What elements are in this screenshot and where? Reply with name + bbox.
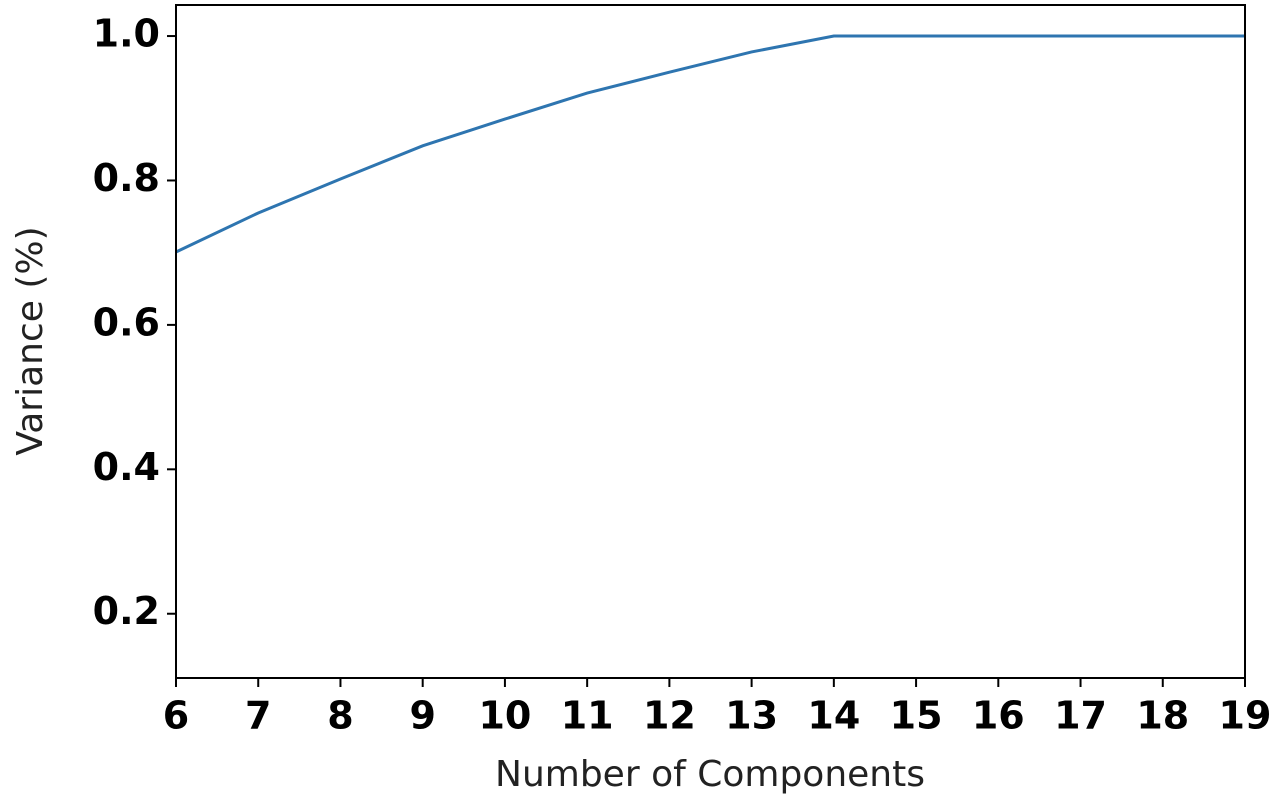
y-tick-label: 0.2 — [93, 589, 160, 633]
x-tick-label: 10 — [478, 694, 531, 738]
x-tick-label: 14 — [807, 694, 860, 738]
y-tick-label: 0.4 — [93, 445, 160, 489]
x-tick-label: 12 — [643, 694, 696, 738]
x-tick-label: 9 — [409, 694, 435, 738]
x-tick-label: 8 — [327, 694, 353, 738]
x-tick-label: 19 — [1219, 694, 1272, 738]
x-tick-label: 17 — [1054, 694, 1107, 738]
plot-frame — [175, 4, 1246, 679]
x-tick-label: 16 — [972, 694, 1025, 738]
x-tick-label: 6 — [163, 694, 189, 738]
y-tick-label: 1.0 — [93, 12, 160, 56]
x-tick-label: 13 — [725, 694, 778, 738]
x-axis-label: Number of Components — [495, 754, 925, 795]
x-tick-label: 7 — [245, 694, 271, 738]
y-tick-label: 0.8 — [93, 156, 160, 200]
x-tick-label: 15 — [890, 694, 943, 738]
y-tick-label: 0.6 — [93, 300, 160, 344]
line — [175, 34, 1245, 254]
x-tick-label: 11 — [561, 694, 614, 738]
x-tick-label: 18 — [1136, 694, 1189, 738]
y-axis-label: Variance (%) — [10, 226, 51, 455]
